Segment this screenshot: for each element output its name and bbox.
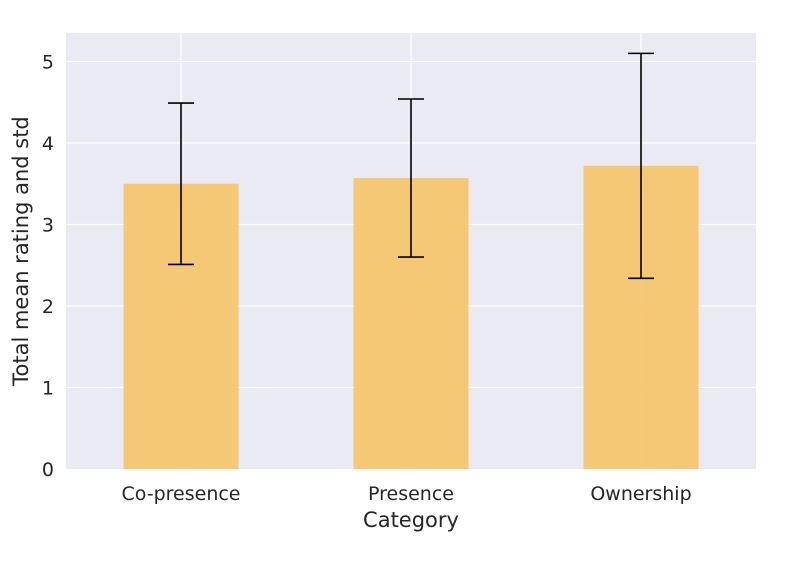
- error-bar-presence: [398, 98, 424, 258]
- x-tick-label: Presence: [368, 483, 454, 505]
- error-bar-co-presence: [168, 102, 194, 266]
- y-tick-label: 1: [42, 378, 54, 400]
- y-tick-label: 0: [42, 459, 54, 481]
- error-bars: [168, 52, 654, 280]
- y-axis-label: Total mean rating and std: [9, 116, 33, 387]
- y-tick-label: 2: [42, 296, 54, 318]
- y-tick-label: 5: [42, 52, 54, 74]
- y-tick-labels: 0 1 2 3 4 5: [42, 52, 54, 481]
- y-tick-label: 4: [42, 133, 54, 155]
- x-axis-label: Category: [363, 508, 459, 532]
- error-bar-ownership: [628, 52, 654, 280]
- x-tick-label: Ownership: [590, 483, 691, 505]
- x-tick-labels: Co-presence Presence Ownership: [121, 483, 691, 505]
- y-tick-label: 3: [42, 215, 54, 237]
- x-tick-label: Co-presence: [121, 483, 240, 505]
